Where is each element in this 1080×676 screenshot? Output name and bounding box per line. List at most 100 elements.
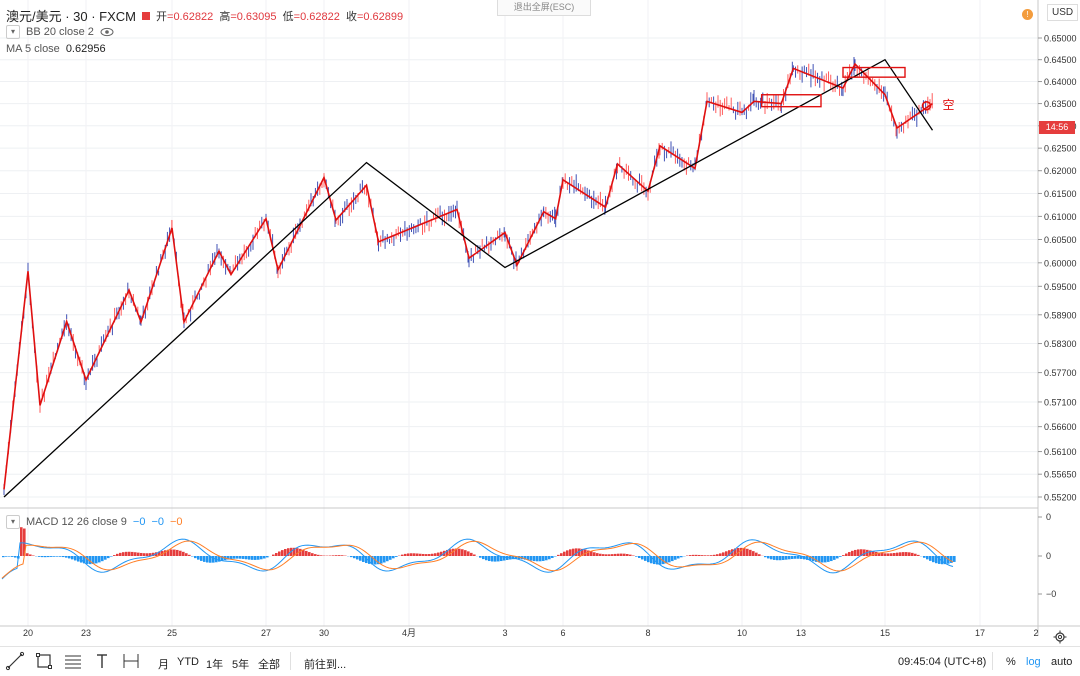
macd-histogram-bar — [620, 554, 623, 556]
log-toggle[interactable]: log — [1026, 656, 1041, 668]
candles — [4, 57, 932, 495]
price-tick-label: 0.62000 — [1044, 166, 1077, 176]
text-tool[interactable] — [87, 646, 116, 675]
measure-tool[interactable] — [116, 646, 145, 675]
gear-icon[interactable] — [1053, 630, 1067, 644]
trend-line-tool[interactable] — [0, 646, 29, 675]
price-tick-label: 0.58300 — [1044, 339, 1077, 349]
rectangle-tool[interactable] — [29, 646, 58, 675]
auto-toggle[interactable]: auto — [1051, 656, 1072, 668]
range-month[interactable]: 月 — [158, 656, 169, 672]
macd-histogram-bar — [563, 552, 566, 556]
macd-histogram-bar — [386, 556, 389, 561]
macd-histogram-bar — [767, 556, 770, 558]
clock: 09:45:04 (UTC+8) — [898, 656, 986, 668]
symbol-title[interactable]: 澳元/美元 · 30 · FXCM — [6, 6, 136, 25]
macd-histogram-bar — [668, 556, 671, 562]
macd-value-1: −0 — [133, 516, 146, 528]
close-label: 收 — [346, 11, 357, 23]
time-tick-label: 8 — [645, 628, 650, 638]
macd-histogram-bar — [38, 556, 41, 557]
macd-histogram-bar — [617, 554, 620, 556]
macd-histogram-bar — [251, 556, 254, 560]
macd-histogram-bar — [623, 554, 626, 556]
macd-histogram-bar — [863, 549, 866, 556]
low-value: =0.62822 — [294, 11, 340, 23]
time-tick-label: 4月 — [402, 628, 416, 638]
macd-histogram-bar — [716, 554, 719, 556]
macd-histogram-bar — [248, 556, 251, 560]
macd-histogram-bar — [314, 554, 317, 556]
range-5y[interactable]: 5年 — [232, 656, 249, 672]
macd-histogram-bar — [539, 556, 542, 561]
current-price-tag: 14:56 — [1039, 121, 1075, 134]
macd-histogram-bar — [359, 556, 362, 561]
macd-histogram-bar — [893, 553, 896, 556]
macd-histogram-bar — [680, 556, 683, 557]
close-value: =0.62899 — [357, 11, 403, 23]
macd-histogram-bar — [641, 556, 644, 559]
alert-icon[interactable]: ! — [1022, 9, 1033, 20]
macd-histogram-bar — [764, 556, 767, 557]
macd-histogram-bar — [392, 556, 395, 558]
macd-histogram-bar — [437, 553, 440, 556]
macd-histogram-bar — [602, 554, 605, 556]
macd-histogram-bar — [707, 555, 710, 556]
macd-histogram-bar — [353, 556, 356, 558]
macd-histogram-bar — [674, 556, 677, 560]
time-tick-label: 20 — [23, 628, 33, 638]
macd-histogram-bar — [797, 556, 800, 559]
macd-histogram-bar — [458, 549, 461, 556]
macd-indicator-label[interactable]: MACD 12 26 close 9 — [26, 516, 127, 528]
price-tick-label: 0.60000 — [1044, 258, 1077, 268]
macd-histogram-bar — [413, 553, 416, 556]
macd-histogram-bar — [146, 553, 149, 556]
toolbar-divider-2 — [992, 652, 993, 670]
macd-histogram-bar — [272, 555, 275, 556]
macd-histogram-bar — [416, 553, 419, 556]
macd-histogram-bar — [332, 555, 335, 556]
range-ytd[interactable]: YTD — [177, 656, 199, 668]
range-1y[interactable]: 1年 — [206, 656, 223, 672]
macd-histogram-bar — [638, 556, 641, 558]
collapse-indicators-button[interactable]: ▾ — [6, 25, 20, 39]
exit-fullscreen-hint[interactable]: 退出全屏(ESC) — [497, 0, 591, 16]
macd-histogram-bar — [689, 555, 692, 556]
percent-toggle[interactable]: % — [1006, 656, 1016, 668]
macd-histogram-bar — [929, 556, 932, 561]
macd-histogram-bar — [752, 551, 755, 556]
ma-indicator-label[interactable]: MA 5 close — [6, 43, 60, 55]
macd-histogram-bar — [29, 554, 32, 556]
time-tick-label: 25 — [167, 628, 177, 638]
macd-histogram-bar — [68, 556, 71, 558]
price-tick-label: 0.55650 — [1044, 470, 1077, 480]
ohlc-values: 开=0.62822 高=0.63095 低=0.62822 收=0.62899 — [156, 8, 403, 24]
fib-tool[interactable] — [58, 646, 87, 675]
macd-value-3: −0 — [170, 516, 183, 528]
macd-histogram-bar — [746, 549, 749, 556]
macd-histogram-bar — [614, 554, 617, 556]
macd-histogram-bar — [350, 556, 353, 557]
macd-histogram-bar — [239, 556, 242, 559]
range-all[interactable]: 全部 — [258, 656, 280, 672]
time-tick-label: 15 — [880, 628, 890, 638]
macd-histogram-bar — [20, 527, 23, 556]
currency-label[interactable]: USD — [1047, 4, 1078, 21]
bb-indicator-label[interactable]: BB 20 close 2 — [26, 26, 94, 38]
eye-icon[interactable] — [100, 27, 114, 37]
macd-histogram-bar — [830, 556, 833, 561]
macd-histogram-bar — [923, 556, 926, 558]
collapse-macd-button[interactable]: ▾ — [6, 515, 20, 529]
macd-histogram-bar — [275, 553, 278, 556]
macd-histogram-bar — [845, 554, 848, 556]
macd-histogram-bar — [47, 556, 50, 557]
price-tick-label: 0.61000 — [1044, 212, 1077, 222]
macd-histogram-bar — [911, 553, 914, 556]
macd-histogram-bar — [779, 556, 782, 560]
macd-histogram-bar — [467, 551, 470, 556]
macd-histogram-bar — [530, 556, 533, 561]
macd-histogram-bar — [335, 555, 338, 556]
goto-date-button[interactable]: 前往到... — [304, 656, 346, 672]
macd-legend: ▾ MACD 12 26 close 9 −0 −0 −0 — [6, 515, 183, 529]
